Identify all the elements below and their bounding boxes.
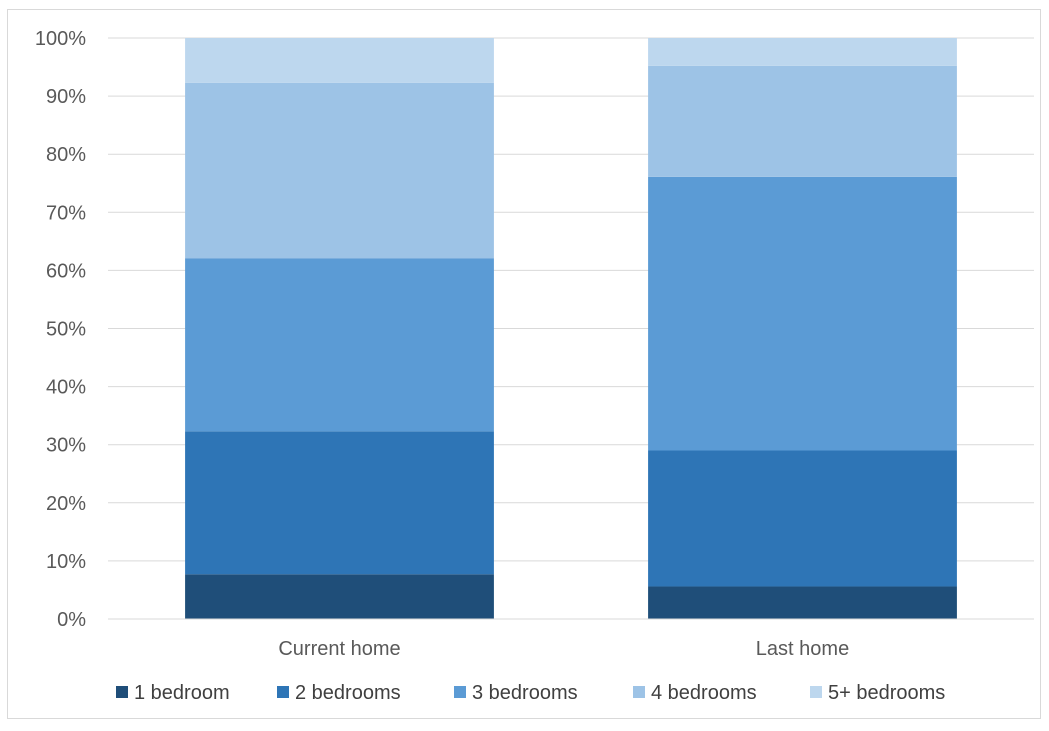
legend-label: 1 bedroom xyxy=(134,682,230,704)
legend-swatch xyxy=(116,686,128,698)
y-tick-label: 60% xyxy=(46,260,86,282)
legend-swatch xyxy=(277,686,289,698)
bar-segment xyxy=(185,82,494,259)
y-tick-label: 20% xyxy=(46,493,86,515)
y-tick-label: 10% xyxy=(46,551,86,573)
y-tick-label: 0% xyxy=(57,609,86,631)
legend-label: 4 bedrooms xyxy=(651,682,757,704)
legend-swatch xyxy=(633,686,645,698)
legend: 1 bedroom 2 bedrooms 3 bedrooms 4 bedrooms 5… xyxy=(116,682,945,704)
legend-label: 5+ bedrooms xyxy=(828,682,945,704)
x-tick-label: Last home xyxy=(756,638,849,660)
legend-label: 2 bedrooms xyxy=(295,682,401,704)
y-tick-label: 30% xyxy=(46,435,86,457)
bar-segment xyxy=(648,176,957,451)
bar-segment xyxy=(648,586,957,619)
bar-segment xyxy=(185,431,494,575)
y-tick-label: 90% xyxy=(46,86,86,108)
legend-swatch xyxy=(454,686,466,698)
y-tick-label: 70% xyxy=(46,202,86,224)
bar-segment xyxy=(648,450,957,587)
legend-swatch xyxy=(810,686,822,698)
bar-segment xyxy=(648,38,957,66)
y-tick-label: 40% xyxy=(46,377,86,399)
y-tick-label: 80% xyxy=(46,144,86,166)
legend-label: 3 bedrooms xyxy=(472,682,578,704)
bar-segment xyxy=(648,65,957,177)
y-tick-label: 50% xyxy=(46,319,86,341)
axes: 0% 10% 20% 30% 40% 50% 60% 70% 80% 90% 100% Current… xyxy=(35,28,1034,660)
bar-segment xyxy=(185,574,494,619)
bar-segment xyxy=(185,38,494,83)
bars xyxy=(185,38,957,619)
x-tick-label: Current home xyxy=(278,638,400,660)
bar-segment xyxy=(185,258,494,432)
y-tick-label: 100% xyxy=(35,28,86,50)
